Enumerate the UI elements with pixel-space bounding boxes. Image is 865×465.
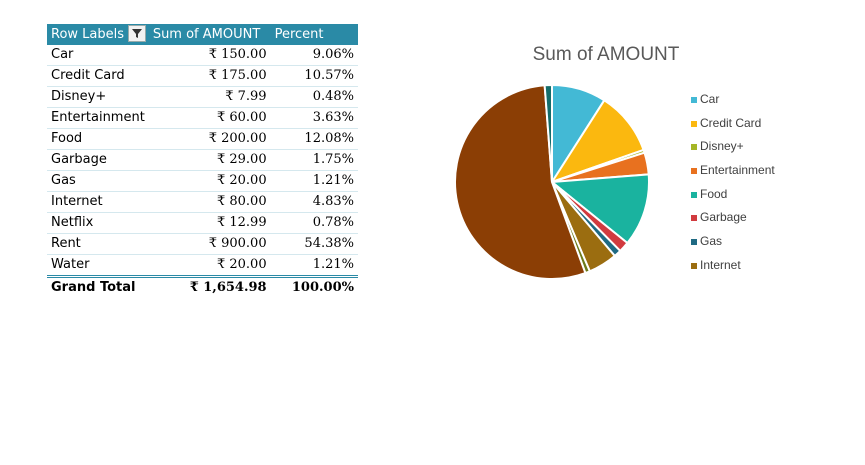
- table-row: Gas ₹ 20.00 1.21%: [47, 170, 358, 192]
- legend-swatch: [691, 215, 697, 222]
- table-row: Internet ₹ 80.00 4.83%: [47, 191, 358, 213]
- table-row: Garbage ₹ 29.00 1.75%: [47, 149, 358, 171]
- row-labels-header[interactable]: Row Labels: [47, 24, 149, 45]
- table-row: Car ₹ 150.00 9.06%: [47, 45, 358, 66]
- legend-swatch: [691, 191, 697, 198]
- row-amount: ₹ 60.00: [148, 107, 271, 129]
- legend-label: Car: [700, 92, 720, 106]
- row-percent: 12.08%: [270, 128, 358, 150]
- row-label: Car: [47, 45, 149, 66]
- row-amount: ₹ 175.00: [148, 65, 271, 87]
- row-percent: 10.57%: [270, 65, 358, 87]
- row-percent: 0.48%: [270, 86, 358, 108]
- row-percent: 0.78%: [270, 212, 358, 234]
- legend-swatch: [691, 120, 697, 127]
- row-percent: 3.63%: [270, 107, 358, 129]
- pivot-header-row: Row Labels Sum of AMOUNT Percent: [47, 24, 358, 45]
- legend-label: Garbage: [700, 210, 747, 225]
- row-label: Disney+: [47, 86, 149, 108]
- legend-label: Credit Card: [700, 115, 762, 130]
- row-amount: ₹ 150.00: [148, 45, 271, 66]
- legend-swatch: [691, 144, 697, 151]
- table-row: Disney+ ₹ 7.99 0.48%: [47, 86, 358, 108]
- row-label: Rent: [47, 233, 149, 255]
- row-label: Entertainment: [47, 107, 149, 129]
- row-labels-header-text: Row Labels: [51, 26, 125, 42]
- percent-header: Percent: [270, 24, 358, 45]
- legend-item: Car: [691, 88, 775, 112]
- chart-legend: Car Credit Card Disney+ Entertainment Food Ga…: [691, 88, 775, 278]
- row-amount: ₹ 7.99: [148, 86, 271, 108]
- legend-item: Food: [691, 183, 775, 207]
- row-label: Netflix: [47, 212, 149, 234]
- legend-item: Entertainment: [691, 159, 775, 183]
- legend-item: Disney+: [691, 135, 775, 159]
- row-label: Food: [47, 128, 149, 150]
- grand-total-label: Grand Total: [47, 275, 149, 298]
- row-label: Garbage: [47, 149, 149, 171]
- grand-total-amount: ₹ 1,654.98: [148, 275, 271, 298]
- row-percent: 1.21%: [270, 170, 358, 192]
- legend-item: Internet: [691, 254, 775, 278]
- row-amount: ₹ 20.00: [148, 170, 271, 192]
- row-percent: 1.75%: [270, 149, 358, 171]
- legend-item: Garbage: [691, 206, 775, 230]
- legend-item: Gas: [691, 230, 775, 254]
- grand-total-percent: 100.00%: [270, 275, 358, 298]
- legend-swatch: [691, 96, 697, 103]
- row-label: Gas: [47, 170, 149, 192]
- row-amount: ₹ 20.00: [148, 254, 271, 277]
- legend-label: Entertainment: [700, 163, 775, 178]
- row-percent: 54.38%: [270, 233, 358, 255]
- pie-slice-water[interactable]: [543, 83, 553, 183]
- row-amount: ₹ 900.00: [148, 233, 271, 255]
- pie-slice-food[interactable]: [549, 173, 650, 245]
- table-row: Entertainment ₹ 60.00 3.63%: [47, 107, 358, 129]
- legend-swatch: [691, 238, 697, 245]
- row-percent: 4.83%: [270, 191, 358, 213]
- chart-title: Sum of AMOUNT: [532, 44, 680, 65]
- filter-icon[interactable]: [128, 24, 147, 42]
- legend-swatch: [691, 262, 697, 269]
- legend-item: Credit Card: [691, 112, 775, 136]
- row-label: Internet: [47, 191, 149, 213]
- table-row: Netflix ₹ 12.99 0.78%: [47, 212, 358, 234]
- legend-swatch: [691, 167, 697, 174]
- row-label: Credit Card: [47, 65, 149, 87]
- sum-amount-header: Sum of AMOUNT: [148, 24, 271, 45]
- table-row: Credit Card ₹ 175.00 10.57%: [47, 65, 358, 87]
- pivot-table: Row Labels Sum of AMOUNT Percent Car ₹ 15…: [47, 24, 358, 298]
- legend-label: Food: [700, 186, 728, 201]
- legend-label: Internet: [700, 257, 741, 272]
- legend-label: Gas: [700, 234, 723, 249]
- row-amount: ₹ 200.00: [148, 128, 271, 150]
- table-row: Food ₹ 200.00 12.08%: [47, 128, 358, 150]
- row-amount: ₹ 80.00: [148, 191, 271, 213]
- pie-slice-rent[interactable]: [454, 84, 587, 280]
- row-percent: 9.06%: [270, 45, 358, 66]
- row-amount: ₹ 29.00: [148, 149, 271, 171]
- row-amount: ₹ 12.99: [148, 212, 271, 234]
- table-row: Rent ₹ 900.00 54.38%: [47, 233, 358, 255]
- grand-total-row: Grand Total ₹ 1,654.98 100.00%: [47, 275, 358, 298]
- legend-label: Disney+: [700, 139, 744, 154]
